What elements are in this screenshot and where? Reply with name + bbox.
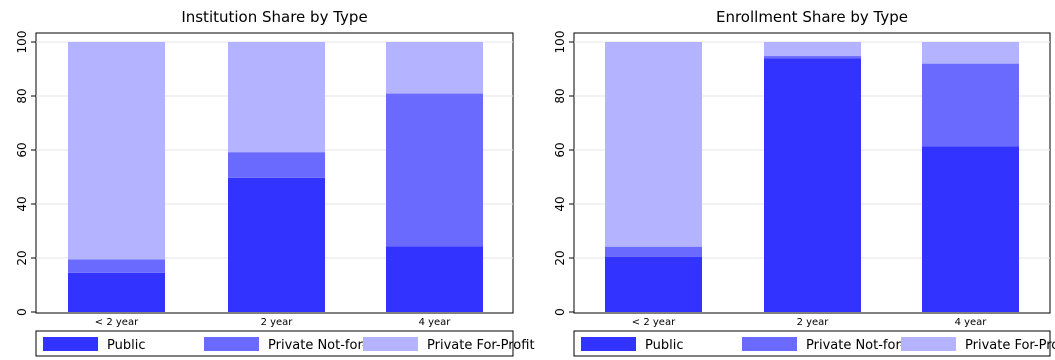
chart-panel-1: Institution Share by Type 0 20 40 60 80 100 < 2… [15,8,535,357]
chart-panel-2: Enrollment Share by Type 0 20 40 60 80 100 < 2 … [553,8,1055,357]
legend-box [35,330,514,357]
bar-segment-private-for-profit [228,42,325,153]
y-tick-label: 60 [15,142,29,157]
chart-title: Institution Share by Type [181,8,367,26]
bar-segment-private-not-for-profit [922,63,1019,147]
legend-swatch [43,337,98,351]
bar-segment-public [922,146,1019,312]
legend-label: Private For-Profit [965,338,1055,353]
legend-label: Private For-Profit [427,338,535,353]
y-tick-label: 0 [15,308,29,316]
legend-swatch [363,337,418,351]
bar-segment-public [228,177,325,312]
y-tick-label: 100 [15,31,29,54]
bar-segment-public [68,272,165,312]
y-tick-label: 20 [553,250,567,265]
y-tick-label: 0 [553,308,567,316]
bar-segment-private-not-for-profit [764,56,861,59]
y-tick-label: 40 [553,196,567,211]
bar-segment-private-for-profit [605,42,702,247]
x-tick-label: 2 year [261,317,294,328]
bar-segment-public [764,58,861,313]
y-tick-label: 60 [553,142,567,157]
legend-label: Public [107,338,145,353]
chart-title: Enrollment Share by Type [716,8,908,26]
bar-segment-public [605,256,702,312]
x-tick-label: 4 year [955,317,988,328]
legend-swatch [742,337,797,351]
bar-segment-private-not-for-profit [228,152,325,178]
legend-label: Public [645,338,683,353]
legend-box [573,330,1051,357]
legend-swatch [204,337,259,351]
bar-segment-private-not-for-profit [68,259,165,273]
x-tick-label: < 2 year [632,317,676,328]
bar-segment-private-for-profit [68,42,165,260]
legend-swatch [581,337,636,351]
bar-segment-private-for-profit [922,42,1019,64]
y-tick-label: 20 [15,250,29,265]
bar-segment-private-for-profit [386,42,483,94]
legend-swatch [901,337,956,351]
x-tick-label: 4 year [419,317,452,328]
y-tick-label: 80 [553,88,567,103]
x-tick-label: < 2 year [95,317,139,328]
bar-segment-private-not-for-profit [605,246,702,257]
bar-segment-public [386,246,483,312]
y-tick-label: 40 [15,196,29,211]
y-tick-label: 80 [15,88,29,103]
x-tick-label: 2 year [797,317,830,328]
bar-segment-private-for-profit [764,42,861,57]
bar-segment-private-not-for-profit [386,93,483,247]
y-tick-label: 100 [553,31,567,54]
